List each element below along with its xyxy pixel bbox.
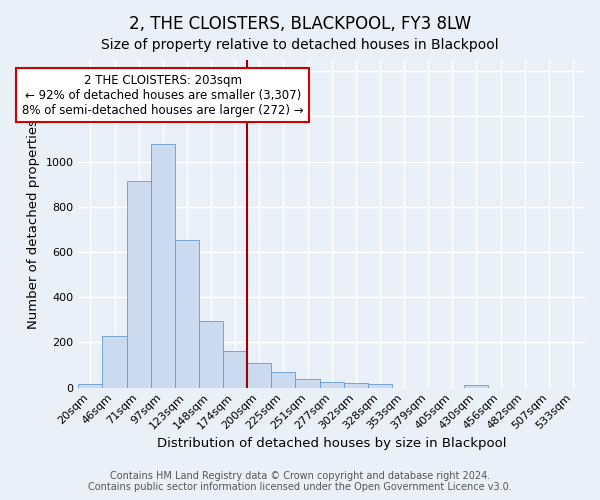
Bar [79, 384, 103, 388]
Bar [271, 372, 295, 388]
Bar [344, 383, 368, 388]
Bar [368, 384, 392, 388]
Bar [295, 378, 320, 388]
Text: 2, THE CLOISTERS, BLACKPOOL, FY3 8LW: 2, THE CLOISTERS, BLACKPOOL, FY3 8LW [129, 15, 471, 33]
Bar [103, 336, 127, 388]
Bar [127, 181, 151, 388]
Text: Contains HM Land Registry data © Crown copyright and database right 2024.
Contai: Contains HM Land Registry data © Crown c… [88, 471, 512, 492]
Bar [223, 352, 247, 388]
Y-axis label: Number of detached properties: Number of detached properties [27, 119, 40, 329]
Bar [199, 321, 223, 388]
Bar [247, 363, 271, 388]
X-axis label: Distribution of detached houses by size in Blackpool: Distribution of detached houses by size … [157, 437, 506, 450]
Text: 2 THE CLOISTERS: 203sqm
← 92% of detached houses are smaller (3,307)
8% of semi-: 2 THE CLOISTERS: 203sqm ← 92% of detache… [22, 74, 304, 116]
Bar [175, 240, 199, 388]
Text: Size of property relative to detached houses in Blackpool: Size of property relative to detached ho… [101, 38, 499, 52]
Bar [320, 382, 344, 388]
Bar [151, 144, 175, 388]
Bar [464, 386, 488, 388]
